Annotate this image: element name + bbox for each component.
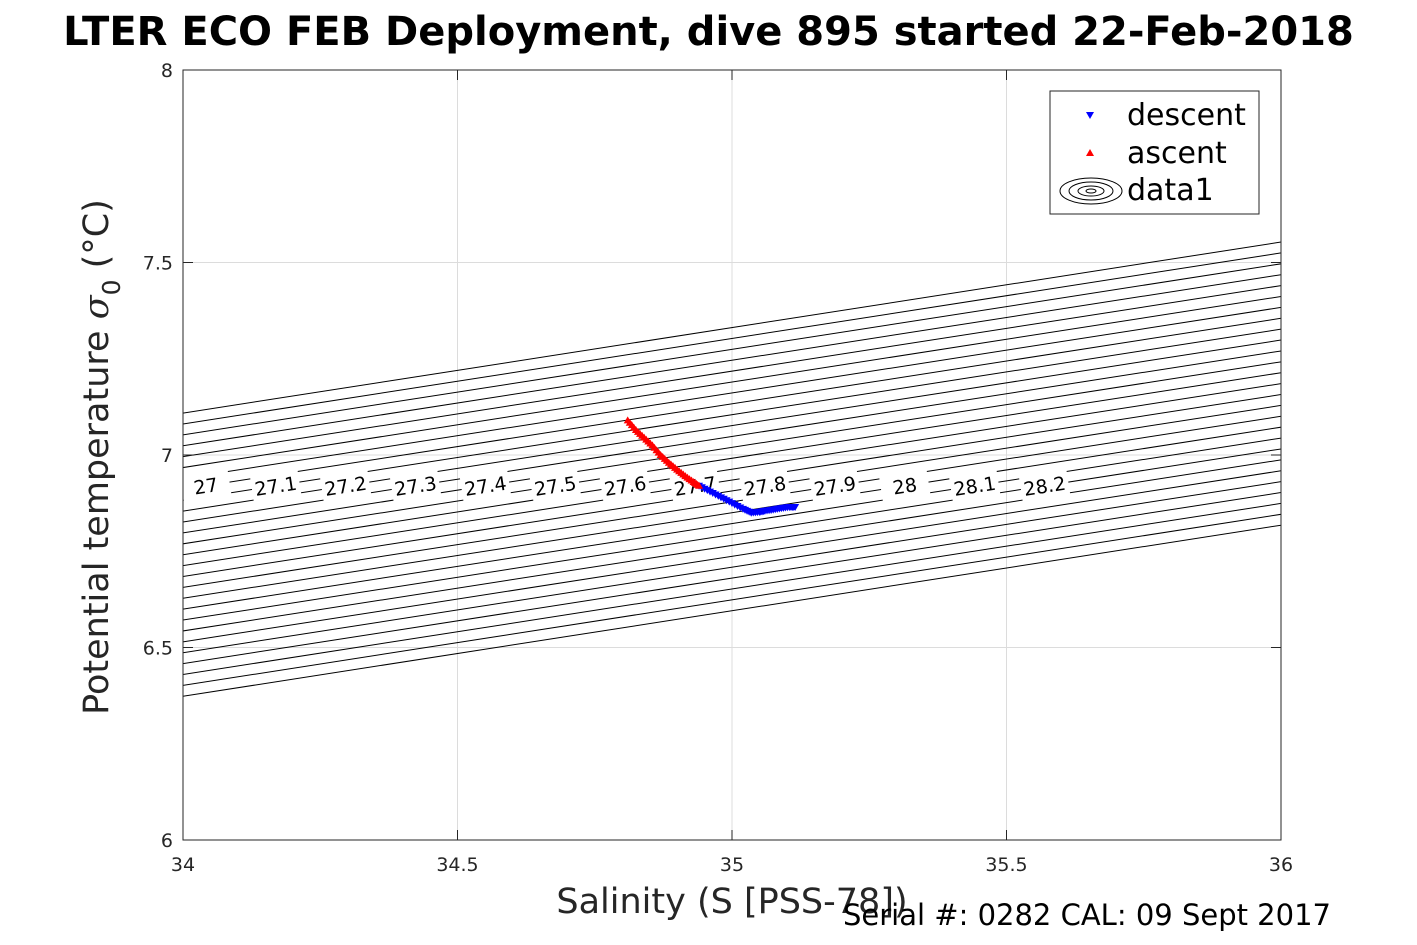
isopycnal-line <box>183 295 1281 469</box>
x-tick-label: 34 <box>171 854 195 876</box>
isopycnal-line <box>183 404 1281 577</box>
isopycnal-line <box>183 437 1281 610</box>
y-tick-label: 6 <box>161 830 173 852</box>
isopycnal-line <box>183 285 1281 458</box>
y-axis-label-subscript: 0 <box>97 279 126 295</box>
legend-descent-marker <box>1086 112 1094 119</box>
contour-label-bg <box>459 470 511 502</box>
isopycnal-line <box>183 328 1281 501</box>
contour-label-bg <box>809 470 861 502</box>
legend-descent-label: descent <box>1127 98 1246 133</box>
legend-ascent-label: ascent <box>1127 136 1227 171</box>
x-tick-label: 36 <box>1269 854 1293 876</box>
isopycnal-line <box>183 415 1281 588</box>
ascent-marker <box>695 481 704 489</box>
y-axis-label-symbol: σ <box>77 294 117 319</box>
legend-data1-label: data1 <box>1127 173 1214 208</box>
isopycnal-line <box>183 350 1281 523</box>
isopycnal-line <box>183 317 1281 490</box>
legend-contour-icon <box>1059 177 1123 205</box>
contour-label-bg <box>529 470 581 502</box>
y-tick-label: 6.5 <box>143 638 173 660</box>
serial-calibration-note: Serial #: 0282 CAL: 09 Sept 2017 <box>843 898 1331 932</box>
x-tick-label: 34.5 <box>436 854 478 876</box>
data-series <box>623 416 800 517</box>
contour-label-bg <box>879 470 931 502</box>
isopycnal-line <box>183 339 1281 512</box>
contour-label: 28 <box>891 474 918 499</box>
y-axis-label: Potential temperature σ0 (°C) <box>77 199 126 715</box>
contour-label-bg <box>389 470 442 502</box>
x-axis-label: Salinity (S [PSS-78]) <box>556 882 907 922</box>
y-axis-label-unit: (°C) <box>77 199 117 279</box>
isopycnal-line <box>183 426 1281 599</box>
contour-label-bg <box>1019 470 1071 502</box>
contour-labels: 2727.127.227.327.427.527.627.727.827.928… <box>180 470 1071 502</box>
isopycnal-line <box>183 372 1281 545</box>
x-tick-label: 35.5 <box>985 854 1027 876</box>
density-contours <box>183 241 1281 697</box>
y-axis-label-main: Potential temperature <box>77 319 117 715</box>
descent-marker <box>791 503 800 511</box>
legend: descent ascent data1 <box>1049 90 1260 215</box>
contour-label-bg <box>180 470 232 502</box>
contour-label: 27 <box>192 474 219 499</box>
x-tick-label: 35 <box>720 854 744 876</box>
axes: 34 34.5 35 35.5 36 6 6.5 7 7.5 8 <box>143 60 1293 876</box>
contour-label-bg <box>250 470 302 502</box>
y-tick-label: 7 <box>161 445 173 467</box>
isopycnal-line <box>183 361 1281 534</box>
isopycnal-line <box>183 394 1281 567</box>
isopycnal-line <box>183 306 1281 479</box>
contour-label-bg <box>599 470 651 502</box>
y-tick-label: 7.5 <box>143 253 173 275</box>
legend-box <box>1049 90 1260 215</box>
contour-label-bg <box>949 470 1001 502</box>
isopycnal-line <box>183 383 1281 556</box>
chart-title-container: LTER ECO FEB Deployment, dive 895 starte… <box>0 0 1417 60</box>
y-tick-label: 8 <box>161 60 173 82</box>
legend-ascent-marker <box>1086 149 1094 156</box>
contour-label-bg <box>320 470 372 502</box>
contour-label-bg <box>739 470 791 502</box>
chart-title: LTER ECO FEB Deployment, dive 895 starte… <box>63 9 1354 55</box>
isopycnal-line <box>183 448 1281 621</box>
